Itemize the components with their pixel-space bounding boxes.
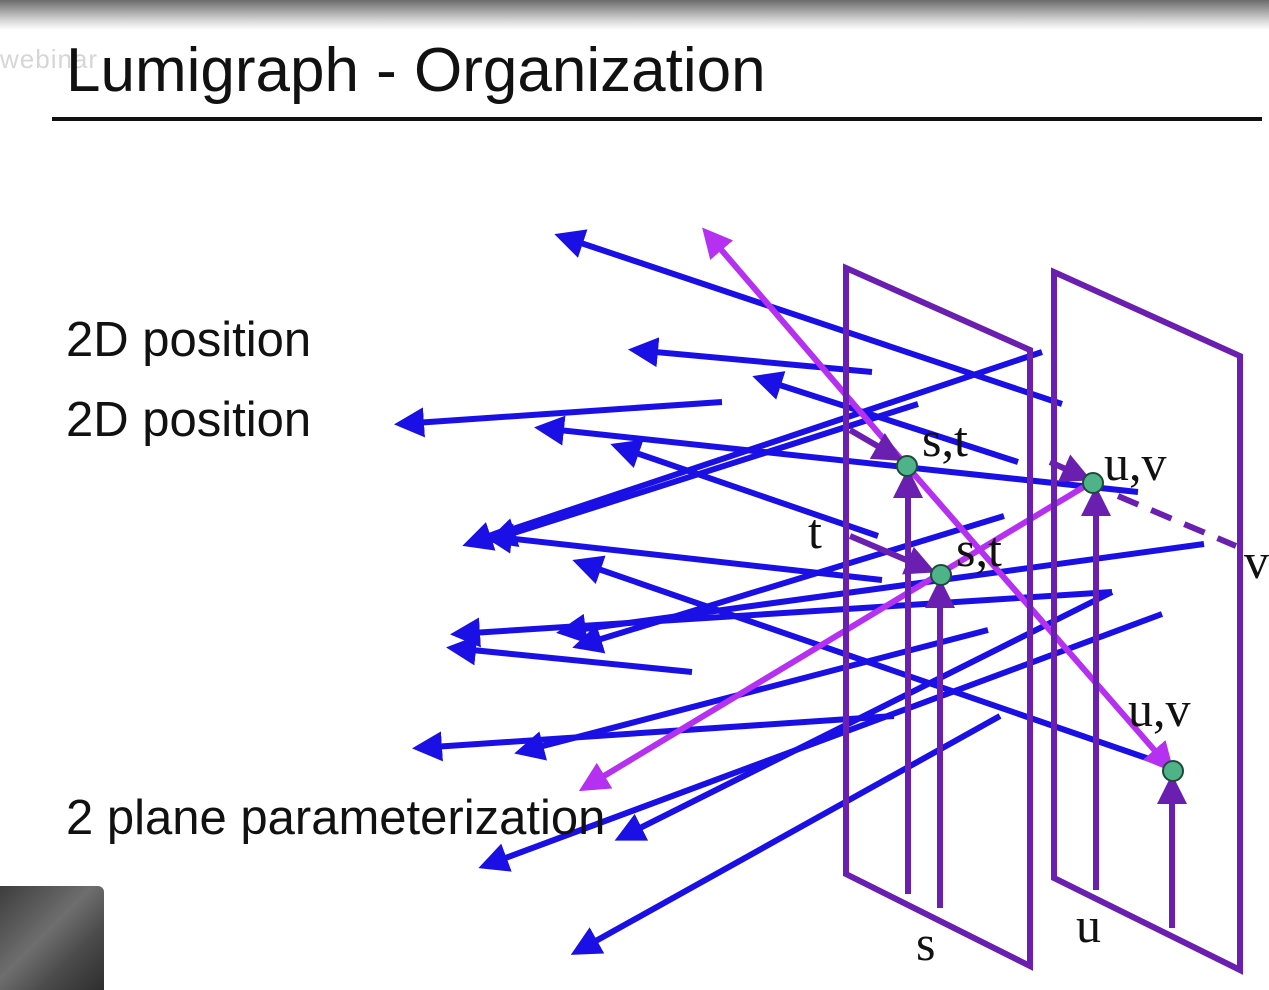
ray [446, 635, 693, 675]
ray [486, 401, 919, 547]
highlight-rays [578, 227, 1174, 792]
bullet-item: 2 plane parameterization [66, 791, 606, 845]
ray [614, 589, 1114, 841]
st-point [930, 564, 952, 586]
ray [394, 399, 723, 438]
v-axis-dashed [1116, 493, 1238, 549]
ray [610, 439, 879, 539]
v-axis [1048, 454, 1092, 482]
st-label: s,t [956, 521, 1002, 577]
ray [554, 229, 1063, 407]
ray [752, 371, 1019, 465]
slide-title: Lumigraph - Organization [66, 36, 766, 105]
s-axis-label: s [916, 915, 935, 971]
t-axis [848, 533, 936, 575]
coordinate-axes [848, 427, 1187, 928]
v-axis-label: v [1244, 533, 1269, 589]
st-label: s,t [922, 411, 968, 467]
top-shade [0, 0, 1269, 30]
ray [534, 415, 1139, 495]
t-axis-label: t [808, 503, 822, 559]
watermark: webinar [0, 44, 99, 74]
ray [570, 713, 1002, 955]
bullet-item: 2D position [66, 313, 312, 367]
uv-plane [1051, 267, 1243, 975]
intersection-points [896, 455, 1184, 782]
uv-point [1082, 472, 1104, 494]
uv-label: u,v [1104, 435, 1167, 491]
ray [412, 713, 895, 762]
u-axis-label: u [1076, 897, 1101, 953]
highlight-ray [578, 479, 1094, 792]
highlight-ray [903, 463, 1174, 773]
title-rule [52, 117, 1262, 121]
ray [462, 349, 1043, 551]
st-point [896, 455, 918, 477]
ray [478, 611, 1164, 872]
st-plane [843, 263, 1033, 971]
uv-label: u,v [1128, 681, 1191, 737]
highlight-ray [702, 227, 909, 467]
ray [628, 337, 873, 375]
bullet-item: 2D position [66, 393, 312, 447]
uv-point [1162, 760, 1184, 782]
planes [843, 263, 1243, 975]
t-axis-2 [848, 427, 904, 462]
ray [450, 589, 1113, 648]
presenter-video-thumbnail[interactable] [0, 886, 104, 990]
